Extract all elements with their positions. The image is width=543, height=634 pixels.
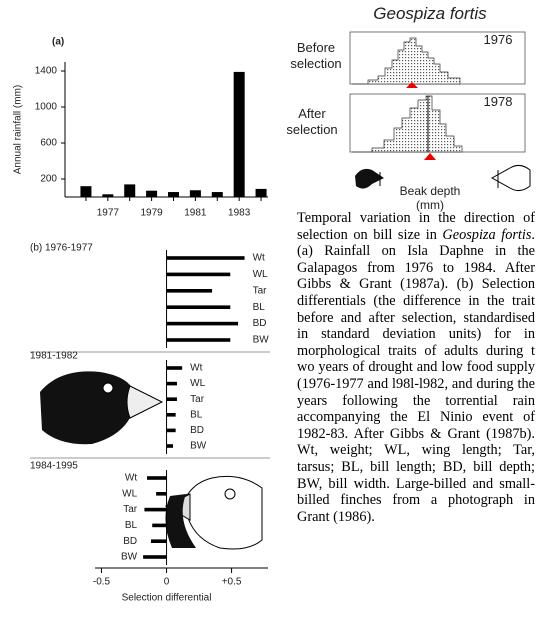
histogram-year: 1978 [483, 94, 513, 109]
bar [150, 539, 167, 543]
bar [166, 272, 231, 277]
x-axis-label: Selection differential [122, 593, 212, 604]
bar [166, 256, 245, 260]
x-tick-label: 0 [164, 577, 170, 588]
large-bill-icon [490, 164, 531, 192]
category-label: BW [253, 335, 270, 346]
histogram-year: 1976 [483, 32, 513, 47]
x-tick-label: -0.5 [93, 577, 111, 588]
category-label: BD [253, 318, 267, 329]
caption-species: Geospiza fortis [442, 226, 532, 243]
category-label: WL [253, 269, 268, 280]
category-label: BW [121, 552, 138, 563]
bar [144, 507, 167, 512]
bar [166, 321, 239, 326]
category-label: WL [190, 378, 205, 389]
bar [255, 188, 267, 197]
y-tick-label: 200 [40, 174, 57, 185]
panel-label: 1984-1995 [30, 461, 78, 472]
bar [166, 381, 177, 386]
x-tick-label: 1981 [184, 208, 207, 219]
category-label: WL [122, 488, 137, 499]
bar [156, 492, 167, 496]
large-billed-finch [40, 371, 164, 445]
histogram-before [349, 31, 526, 88]
category-label: Tar [123, 504, 138, 515]
bar [189, 190, 201, 197]
bar [146, 190, 158, 197]
bar [233, 71, 245, 197]
panel-label: (b) 1976-1977 [30, 243, 93, 254]
histogram-axis-label: Beak depth (mm) [399, 184, 461, 212]
category-label: Wt [253, 253, 265, 264]
bar [147, 476, 167, 480]
category-label: BW [190, 441, 207, 452]
y-axis-label: Annual rainfall (mm) [13, 85, 24, 174]
category-label: BL [190, 409, 203, 420]
x-tick-label: 1977 [97, 208, 120, 219]
bar [80, 186, 92, 197]
bar [168, 192, 179, 197]
bar [102, 194, 114, 197]
bar [166, 289, 213, 293]
bar [152, 523, 167, 528]
y-tick-label: 1400 [35, 66, 58, 77]
bar [166, 444, 174, 448]
histogram-label: Before selection [290, 40, 342, 71]
x-tick-label: +0.5 [222, 577, 242, 588]
histogram-after [349, 93, 526, 160]
figure-title: Geospiza fortis [373, 4, 487, 23]
bar [166, 428, 176, 433]
bar [166, 338, 231, 342]
panel-label: 1981-1982 [30, 351, 78, 362]
caption: Temporal variation in the direction of s… [297, 210, 535, 525]
caption-text: Temporal variation in the direction of s… [297, 210, 535, 243]
small-bill-icon [355, 168, 384, 189]
category-label: BL [125, 520, 138, 531]
category-label: Wt [190, 363, 202, 374]
bar [211, 192, 223, 197]
bar [166, 366, 183, 370]
bar [166, 413, 176, 417]
y-tick-label: 600 [40, 138, 57, 149]
category-label: Tar [253, 285, 268, 296]
bar [166, 305, 231, 309]
category-label: BD [190, 425, 204, 436]
y-tick-label: 1000 [35, 102, 58, 113]
caption-text: . (a) Rainfall on Isla Daphne in the Gal… [297, 226, 535, 525]
histogram-label: After selection [286, 106, 338, 137]
x-tick-label: 1979 [140, 208, 163, 219]
bar [124, 184, 136, 197]
small-billed-finch [164, 475, 263, 550]
category-label: BD [123, 536, 137, 547]
category-label: Wt [125, 473, 137, 484]
x-tick-label: 1983 [228, 208, 251, 219]
panel-label: (a) [52, 37, 64, 48]
bar [166, 397, 177, 401]
bar [143, 555, 167, 559]
category-label: Tar [190, 394, 205, 405]
category-label: BL [253, 302, 266, 313]
